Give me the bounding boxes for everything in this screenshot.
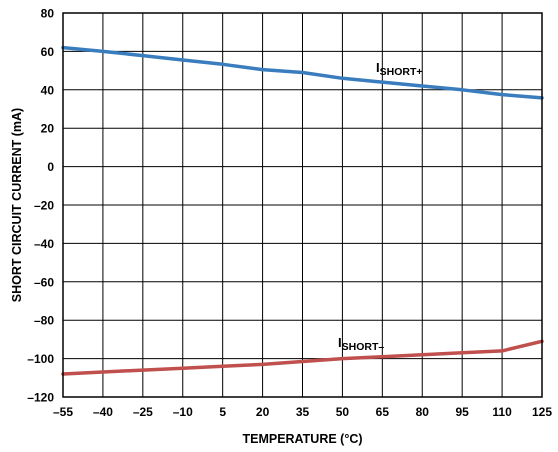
y-tick-label: –20 (34, 199, 54, 213)
x-tick-label: 5 (219, 405, 226, 419)
x-tick-label: –40 (93, 405, 113, 419)
y-tick-label: 40 (41, 83, 55, 97)
x-tick-label: 50 (336, 405, 350, 419)
x-tick-label: –25 (133, 405, 153, 419)
y-tick-label: –120 (27, 391, 54, 405)
y-tick-label: 0 (47, 160, 54, 174)
y-tick-label: –100 (27, 352, 54, 366)
y-tick-label: –60 (34, 275, 54, 289)
series-layer (61, 45, 544, 376)
x-tick-label: –55 (53, 405, 73, 419)
x-tick-label: 35 (296, 405, 310, 419)
x-tick-label: –10 (173, 405, 193, 419)
series-line-ishort-plus (61, 45, 544, 100)
grid (63, 13, 542, 397)
series-label-ishort-plus: ISHORT+ (376, 60, 423, 78)
y-tick-label: 60 (41, 45, 55, 59)
x-axis-title: TEMPERATURE (°C) (242, 432, 362, 446)
y-tick-label: –40 (34, 237, 54, 251)
y-tick-label: 80 (41, 7, 55, 21)
series-label-sub: SHORT– (342, 341, 385, 353)
x-tick-label: 80 (416, 405, 430, 419)
y-axis-title: SHORT CIRCUIT CURRENT (mA) (10, 108, 24, 302)
series-label-main: I (338, 335, 342, 350)
series-line-ishort-minus (61, 339, 544, 376)
series-label-sub: SHORT+ (380, 66, 423, 78)
x-tick-label: 20 (256, 405, 270, 419)
y-tick-label: –80 (34, 314, 54, 328)
y-tick-labels: 80 60 40 20 0 –20 –40 –60 –80 –100 –120 (27, 7, 54, 405)
plot-frame (62, 12, 543, 398)
series-label-main: I (376, 60, 380, 75)
x-tick-label: 125 (532, 405, 552, 419)
y-tick-label: 20 (41, 122, 55, 136)
x-tick-label: 95 (455, 405, 469, 419)
x-tick-label: 110 (492, 405, 512, 419)
x-tick-label: 65 (376, 405, 390, 419)
x-tick-labels: –55 –40 –25 –10 5 20 35 50 65 80 95 110 125 (53, 405, 552, 419)
series-label-ishort-minus: ISHORT– (338, 335, 384, 353)
